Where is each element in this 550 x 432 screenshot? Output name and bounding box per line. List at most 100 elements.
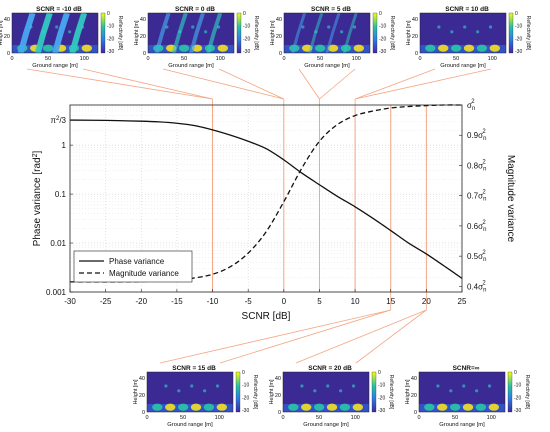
- ground-blob: [217, 44, 228, 52]
- colorbar: [236, 12, 242, 54]
- panel-x-tick: 0: [417, 415, 420, 421]
- canopy-scatterer: [191, 25, 195, 29]
- scnr-marker-lines: [212, 105, 427, 292]
- canopy-scatterer: [164, 384, 168, 388]
- panel-x-tick: 0: [10, 56, 13, 62]
- panel-x-label: Ground range [m]: [439, 422, 485, 428]
- ground-blob: [475, 403, 487, 411]
- x-tick-label: -25: [100, 297, 112, 306]
- ground-blob: [314, 44, 326, 52]
- ground-blob: [353, 44, 364, 52]
- legend-label: Magnitude variance: [109, 269, 179, 278]
- canopy-scatterer: [449, 389, 453, 393]
- ground-blob: [352, 403, 363, 411]
- right-tick-label: 0.7σn2: [467, 190, 486, 203]
- panel-y-tick: 20: [139, 393, 145, 399]
- tick-sub: n: [483, 166, 486, 172]
- x-tick-label: -10: [207, 297, 219, 306]
- ground-band: [147, 404, 233, 412]
- left-y-ticks: 0.001 0.01 0.1 1 π2/3: [46, 116, 73, 297]
- panel-frame: [283, 12, 371, 54]
- canopy-scatterer: [29, 25, 33, 29]
- ground-blob: [438, 44, 449, 52]
- connector-line: [219, 309, 391, 364]
- panel-y-tick: 0: [415, 51, 418, 57]
- canopy-scatterer: [326, 384, 330, 388]
- tick-sub: n: [483, 257, 486, 263]
- panel-title: SCNR = 10 dB: [445, 6, 489, 13]
- panel-title: SCNR = 0 dB: [175, 6, 215, 13]
- panel-y-tick: 40: [412, 17, 418, 23]
- panel-y-label: Height [m]: [0, 20, 4, 46]
- colorbar-tick: -30: [378, 408, 385, 414]
- panel-x-tick: 0: [281, 415, 284, 421]
- clutter-stripe: [342, 13, 358, 53]
- colorbar-label: Reflectivity [dB]: [253, 16, 259, 51]
- colorbar-tick: -30: [242, 408, 249, 414]
- colorbar-tick: 0: [514, 370, 517, 376]
- panel-y-tick: 20: [140, 34, 146, 40]
- panel-y-label: Height [m]: [269, 379, 275, 405]
- panel-content: [147, 384, 233, 412]
- clutter-stripe: [69, 13, 88, 53]
- panel-title: SCNR = 5 dB: [311, 6, 351, 13]
- canopy-scatterer: [313, 389, 317, 393]
- canopy-scatterer: [42, 30, 46, 34]
- tick-sup: 2: [482, 280, 486, 286]
- ground-blob: [450, 44, 462, 52]
- panel-x-tick: 50: [316, 415, 322, 421]
- x-tick-label: 0: [282, 297, 287, 306]
- ground-blob: [449, 403, 461, 411]
- colorbar-tick: 0: [379, 11, 382, 17]
- panel-content: [420, 25, 506, 53]
- colorbar-tick: -30: [243, 49, 250, 55]
- panel-x-tick: 100: [488, 56, 497, 62]
- tick-prefix: 0.7σ: [467, 192, 483, 201]
- colorbar-tick: -10: [242, 383, 249, 389]
- panel-x-label: Ground range [m]: [304, 63, 350, 69]
- panel-frame: [147, 12, 235, 54]
- right-tick-label: σn2: [467, 99, 475, 112]
- connector-line: [355, 68, 492, 100]
- tick-prefix: 0.8σ: [467, 161, 483, 170]
- colorbar-tick: -20: [515, 36, 522, 42]
- ground-blob: [327, 44, 339, 52]
- panel-y-label: Height [m]: [133, 379, 139, 405]
- ground-blob: [463, 44, 475, 52]
- canopy-scatterer: [301, 25, 305, 29]
- connector-line: [298, 68, 320, 100]
- right-tick-label: 0.5σn2: [467, 250, 486, 263]
- panel-y-tick: 20: [411, 393, 417, 399]
- panel-y-tick: 20: [4, 34, 10, 40]
- colorbar-tick: -30: [514, 408, 521, 414]
- connector-line: [218, 68, 284, 100]
- colorbar-label: Reflectivity [dB]: [389, 16, 395, 51]
- x-tick-label: 20: [422, 297, 431, 306]
- canopy-scatterer: [463, 25, 467, 29]
- panel-y-label: Height [m]: [134, 20, 140, 46]
- panel-frame: [11, 12, 99, 54]
- ground-band: [420, 45, 506, 53]
- colorbar-tick: -10: [243, 24, 250, 30]
- panel-frame: [146, 371, 234, 413]
- ground-blob: [165, 403, 176, 411]
- panel-title: SCNR = -10 dB: [36, 6, 82, 13]
- legend-box: [73, 250, 193, 283]
- panel-x-label: Ground range [m]: [32, 63, 78, 69]
- canopy-scatterer: [300, 384, 304, 388]
- clutter-stripe: [154, 13, 171, 53]
- clutter-stripe: [206, 13, 223, 53]
- phase-variance-line: [69, 119, 463, 279]
- left-tick-label: 0.001: [46, 288, 67, 297]
- right-tick-label: 0.4σn2: [467, 280, 486, 293]
- panel-y-tick: 40: [140, 17, 146, 23]
- panel-y-label: Height [m]: [270, 20, 276, 46]
- x-tick-label: -5: [245, 297, 253, 306]
- tick-sup: 2: [482, 220, 486, 226]
